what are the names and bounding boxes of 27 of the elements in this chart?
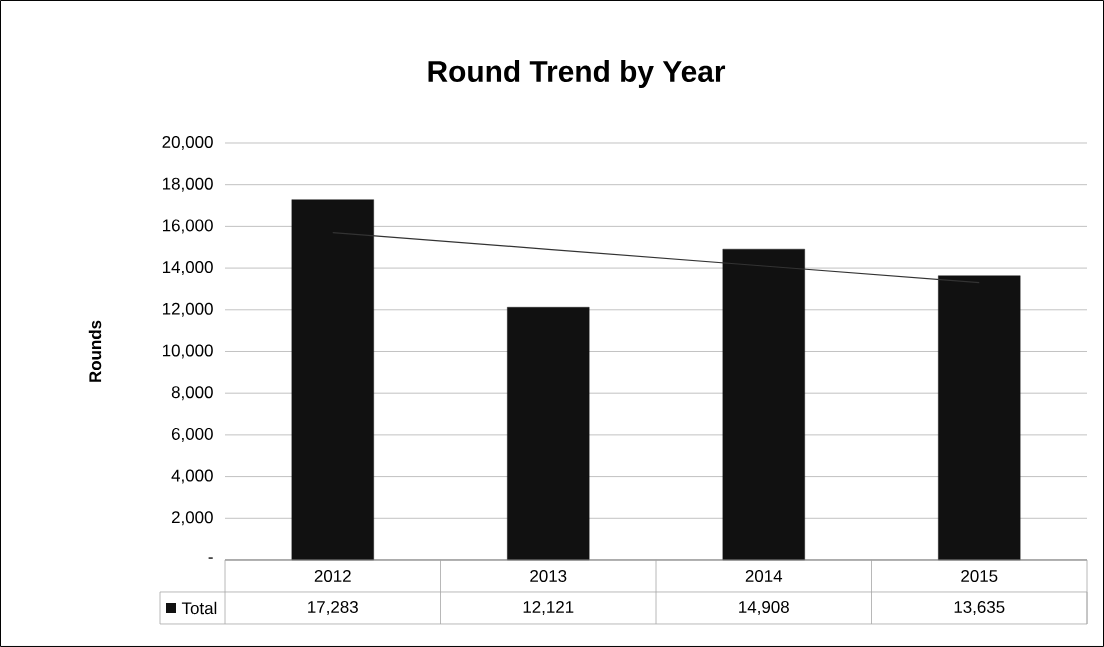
bar bbox=[722, 248, 805, 561]
y-tick-label: 14,000 bbox=[162, 261, 213, 276]
data-label: 14,908 bbox=[739, 600, 789, 615]
x-tick-label: 2015 bbox=[961, 569, 998, 582]
legend-label: Total bbox=[181, 601, 217, 615]
line-series bbox=[332, 232, 980, 284]
bar bbox=[291, 199, 374, 561]
y-tick-label: - bbox=[208, 557, 213, 559]
y-tick-label: 10,000 bbox=[162, 344, 213, 359]
chart-title: Round Trend by Year bbox=[428, 60, 726, 88]
data-label: 13,635 bbox=[954, 600, 1005, 615]
y-tick-label: 12,000 bbox=[162, 302, 213, 317]
bar bbox=[507, 307, 590, 561]
x-tick-label: 2012 bbox=[314, 569, 351, 582]
x-tick-label: 2013 bbox=[530, 569, 567, 582]
data-label: 12,121 bbox=[523, 600, 574, 615]
y-tick-label: 4,000 bbox=[171, 469, 213, 484]
y-tick-label: 16,000 bbox=[162, 219, 213, 234]
bar bbox=[938, 275, 1021, 561]
data-label: 17,283 bbox=[308, 600, 358, 615]
x-tick-label: 2014 bbox=[745, 569, 783, 582]
y-tick-label: 2,000 bbox=[171, 511, 213, 526]
y-tick-label: 18,000 bbox=[162, 177, 213, 192]
y-axis-title: Rounds bbox=[88, 320, 102, 382]
y-tick-label: 20,000 bbox=[162, 135, 213, 150]
y-tick-label: 8,000 bbox=[171, 386, 213, 401]
y-tick-label: 6,000 bbox=[171, 427, 213, 442]
